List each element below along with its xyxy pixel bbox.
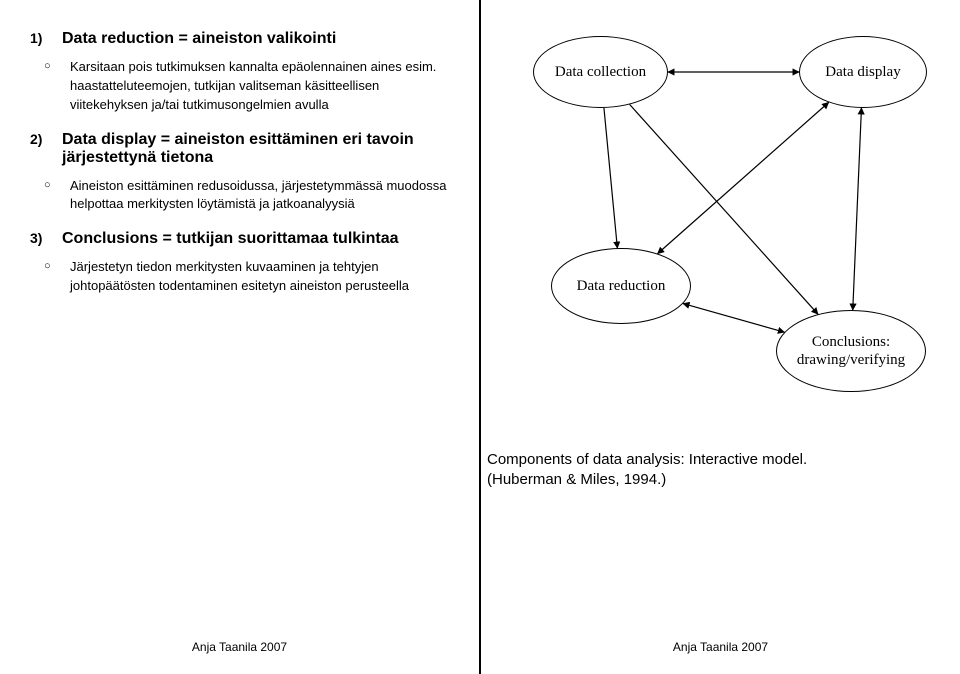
left-pane: 1) Data reduction = aineiston valikointi… (0, 0, 479, 674)
node-display: Data display (799, 36, 927, 108)
right-pane: Data collection Data display Data reductio… (481, 0, 960, 674)
section-3-bullets: Järjestetyn tiedon merkitysten kuvaamine… (30, 258, 455, 296)
section-2-bullet-1: Aineiston esittäminen redusoidussa, järj… (62, 177, 455, 215)
node-reduction: Data reduction (551, 248, 691, 324)
section-2-title: Data display = aineiston esittäminen eri… (62, 131, 455, 167)
section-2-heading: 2) Data display = aineiston esittäminen … (30, 131, 455, 167)
node-collection: Data collection (533, 36, 668, 108)
diagram-caption: Components of data analysis: Interactive… (487, 450, 807, 491)
section-2-number: 2) (30, 131, 48, 167)
edge-display-conclusions (853, 108, 862, 310)
section-1-title: Data reduction = aineiston valikointi (62, 30, 336, 48)
edge-collection-reduction (604, 108, 617, 248)
edge-reduction-conclusions (683, 304, 784, 333)
section-3-number: 3) (30, 230, 48, 248)
section-1-bullet-1: Karsitaan pois tutkimuksen kannalta epäo… (62, 58, 455, 115)
section-3-bullet-1: Järjestetyn tiedon merkitysten kuvaamine… (62, 258, 455, 296)
section-2-bullets: Aineiston esittäminen redusoidussa, järj… (30, 177, 455, 215)
right-footer: Anja Taanila 2007 (481, 640, 960, 654)
caption-line-2: (Huberman & Miles, 1994.) (487, 471, 666, 488)
section-3-heading: 3) Conclusions = tutkijan suorittamaa tu… (30, 230, 455, 248)
section-3-title: Conclusions = tutkijan suorittamaa tulki… (62, 230, 399, 248)
caption-line-1: Components of data analysis: Interactive… (487, 451, 807, 468)
section-1-bullets: Karsitaan pois tutkimuksen kannalta epäo… (30, 58, 455, 115)
section-1-heading: 1) Data reduction = aineiston valikointi (30, 30, 455, 48)
section-1-number: 1) (30, 30, 48, 48)
node-conclusions: Conclusions: drawing/verifying (776, 310, 926, 392)
two-page-spread: 1) Data reduction = aineiston valikointi… (0, 0, 960, 674)
interactive-model-diagram: Data collection Data display Data reductio… (511, 30, 931, 450)
left-footer: Anja Taanila 2007 (0, 640, 479, 654)
